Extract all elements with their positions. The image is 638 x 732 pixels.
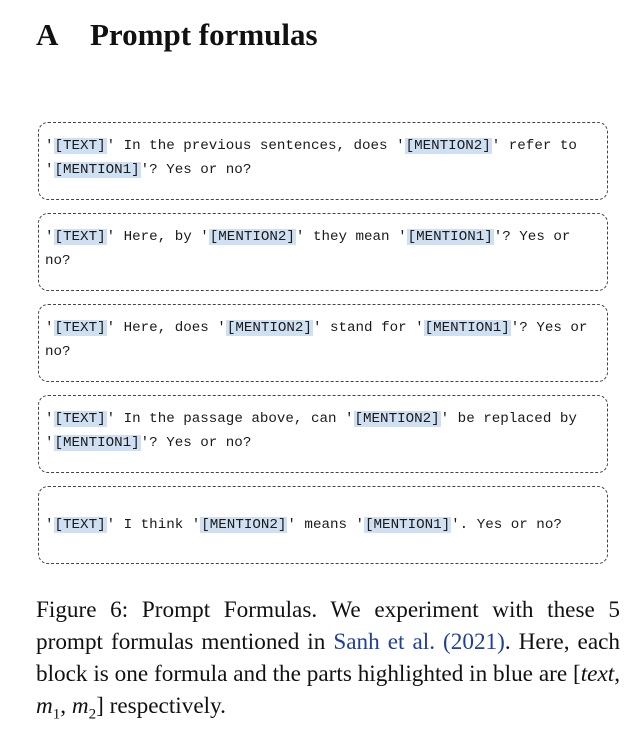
formula-text-segment: '? Yes or no? — [140, 435, 252, 451]
highlighted-placeholder: [MENTION1] — [53, 162, 141, 178]
formula-text-segment: ' I think ' — [106, 517, 201, 533]
highlighted-placeholder: [MENTION2] — [200, 517, 288, 533]
math-m2: m2 — [71, 693, 97, 723]
caption-text-continued: Here, each block is one formula and the … — [36, 629, 620, 687]
highlighted-placeholder: [MENTION1] — [406, 229, 494, 245]
formula-text-segment: ' Here, by ' — [106, 229, 209, 245]
prompt-formula-block: '[TEXT]' I think '[MENTION2]' means '[ME… — [38, 486, 608, 564]
prompt-formula-text: '[TEXT]' Here, does '[MENTION2]' stand f… — [45, 316, 601, 364]
formula-text-segment: ' refer to ' — [45, 138, 577, 178]
caption-label: Figure 6: — [36, 597, 129, 623]
prompt-formula-block: '[TEXT]' In the passage above, can '[MEN… — [38, 395, 608, 473]
prompt-formula-block: '[TEXT]' Here, does '[MENTION2]' stand f… — [38, 304, 608, 382]
section-number: A — [36, 17, 59, 52]
math-text: text — [580, 661, 615, 687]
prompt-formula-block: '[TEXT]' Here, by '[MENTION2]' they mean… — [38, 213, 608, 291]
highlighted-placeholder: [MENTION1] — [53, 435, 141, 451]
formula-text-segment: ' In the previous sentences, does ' — [106, 138, 405, 154]
formula-text-segment: '? Yes or no? — [45, 320, 588, 360]
highlighted-placeholder: [MENTION2] — [225, 320, 313, 336]
citation-link[interactable]: Sanh et al. (2021) — [333, 629, 505, 655]
caption-text-end: respectively. — [109, 693, 226, 719]
formula-text-segment: ' be replaced by ' — [45, 411, 577, 451]
highlighted-placeholder: [TEXT] — [53, 411, 107, 427]
formula-text-segment: ' — [45, 517, 54, 533]
prompt-formula-text: '[TEXT]' I think '[MENTION2]' means '[ME… — [45, 513, 562, 537]
prompt-formula-text: '[TEXT]' Here, by '[MENTION2]' they mean… — [45, 225, 601, 273]
highlighted-placeholder: [MENTION2] — [208, 229, 296, 245]
formula-text-segment: ' In the passage above, can ' — [106, 411, 354, 427]
formula-text-segment: ' — [45, 320, 54, 336]
math-m1: m1 — [36, 693, 61, 723]
formula-text-segment: '. Yes or no? — [451, 517, 562, 533]
formula-text-segment: ' means ' — [287, 517, 365, 533]
highlighted-placeholder: [MENTION2] — [353, 411, 441, 427]
formula-text-segment: '? Yes or no? — [45, 229, 571, 269]
citation-year[interactable]: 2021 — [450, 629, 498, 655]
highlighted-placeholder: [TEXT] — [53, 229, 107, 245]
highlighted-placeholder: [MENTION2] — [404, 138, 492, 154]
formula-text-segment: ' stand for ' — [312, 320, 424, 336]
formula-text-segment: ' — [45, 138, 54, 154]
highlighted-placeholder: [MENTION1] — [423, 320, 511, 336]
prompt-formula-text: '[TEXT]' In the passage above, can '[MEN… — [45, 407, 601, 455]
citation-author[interactable]: Sanh et al. — [333, 629, 436, 655]
math-expression: [text, m1, m2] — [36, 661, 620, 723]
prompt-formula-block: '[TEXT]' In the previous sentences, does… — [38, 122, 608, 200]
formula-text-segment: ' — [45, 229, 54, 245]
highlighted-placeholder: [TEXT] — [53, 517, 107, 533]
section-heading: A Prompt formulas — [36, 14, 318, 56]
caption-text: Prompt Formulas. We experiment with thes… — [36, 597, 621, 655]
section-title: Prompt formulas — [90, 17, 318, 52]
highlighted-placeholder: [TEXT] — [53, 320, 107, 336]
formula-text-segment: ' they mean ' — [295, 229, 407, 245]
highlighted-placeholder: [TEXT] — [53, 138, 107, 154]
figure-caption: Figure 6: Prompt Formulas. We experiment… — [36, 597, 621, 723]
highlighted-placeholder: [MENTION1] — [364, 517, 452, 533]
formula-text-segment: ' Here, does ' — [106, 320, 226, 336]
formula-text-segment: '? Yes or no? — [140, 162, 252, 178]
prompt-formula-text: '[TEXT]' In the previous sentences, does… — [45, 134, 601, 182]
formula-text-segment: ' — [45, 411, 54, 427]
